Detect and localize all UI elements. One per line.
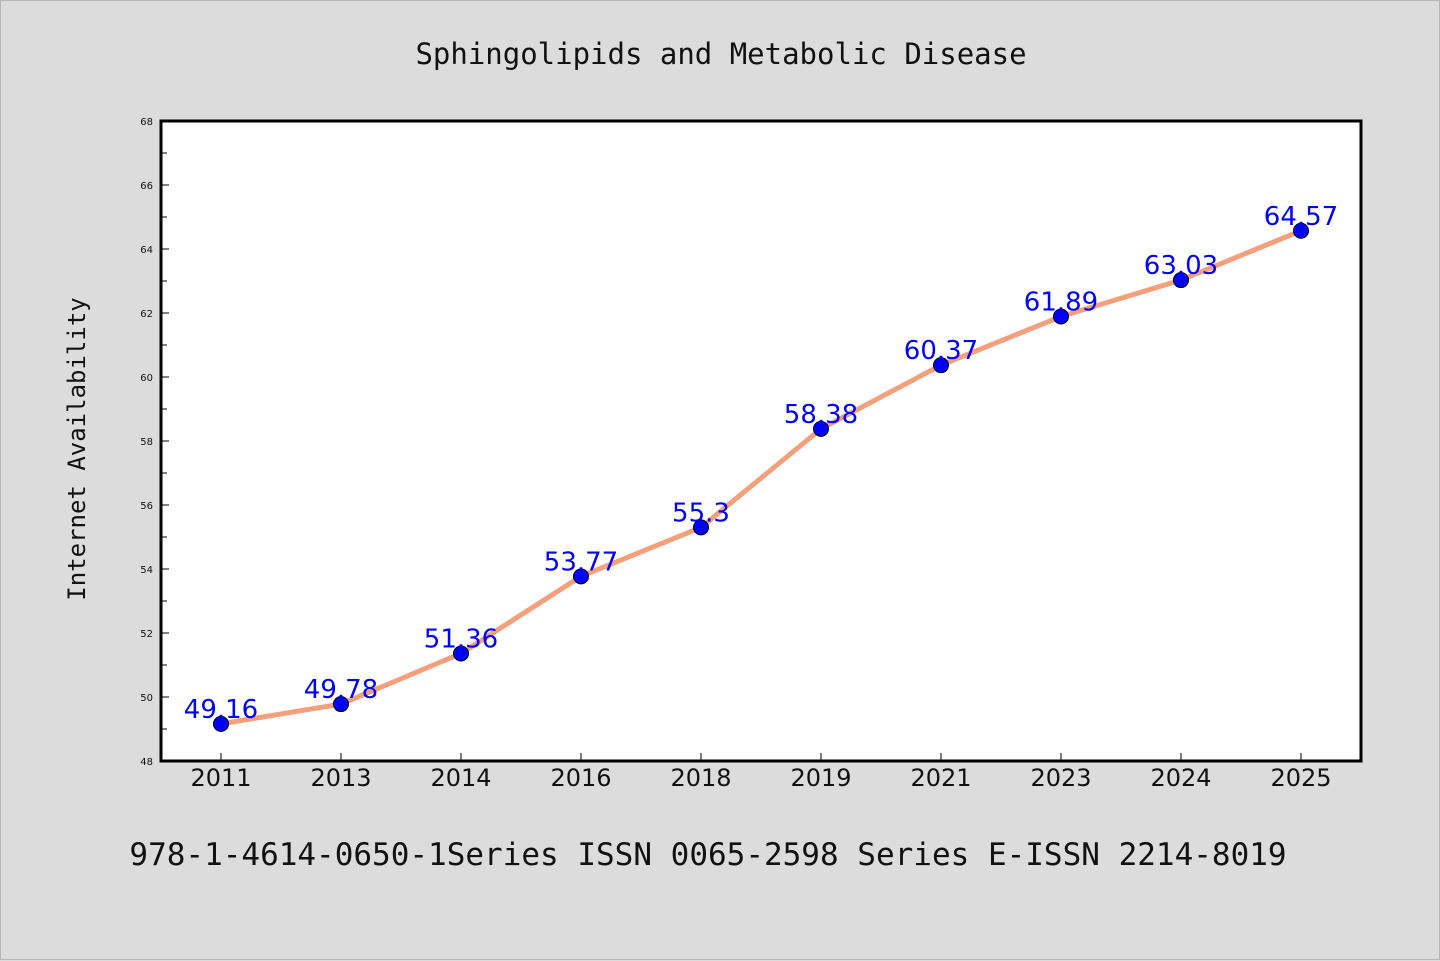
- data-label: 58.38: [784, 400, 858, 430]
- x-tick-label: 2021: [910, 764, 971, 792]
- chart-title: Sphingolipids and Metabolic Disease: [415, 37, 1026, 71]
- x-tick-label: 2019: [790, 764, 851, 792]
- footer-isbn-issn: 978-1-4614-0650-1Series ISSN 0065-2598 S…: [129, 837, 1286, 873]
- data-point: [933, 357, 949, 374]
- data-label: 55.3: [672, 498, 730, 528]
- x-tick-label: 2023: [1030, 764, 1091, 792]
- x-tick-label: 2024: [1150, 764, 1211, 792]
- plot-area: [159, 119, 1363, 763]
- data-point: [813, 420, 829, 437]
- y-tick-label: 66: [140, 181, 153, 192]
- y-tick-label: 68: [140, 117, 153, 128]
- y-tick-label: 60: [140, 373, 153, 384]
- data-point: [1293, 222, 1309, 239]
- y-tick-label: 56: [140, 501, 153, 512]
- x-tick-label: 2014: [430, 764, 491, 792]
- data-point: [693, 519, 709, 536]
- data-point: [1173, 272, 1189, 289]
- data-label: 49.16: [184, 695, 258, 725]
- data-label: 53.77: [544, 547, 618, 577]
- data-point: [1053, 308, 1069, 325]
- data-label: 61.89: [1024, 288, 1098, 318]
- y-tick-label: 52: [140, 629, 153, 640]
- y-axis-label: Internet Availability: [63, 297, 91, 600]
- x-tick-label: 2013: [310, 764, 371, 792]
- y-tick-label: 64: [140, 245, 153, 256]
- y-tick-label: 50: [140, 693, 153, 704]
- data-label: 51.36: [424, 624, 498, 654]
- data-label: 49.78: [304, 675, 378, 705]
- x-tick-label: 2018: [670, 764, 731, 792]
- x-tick-label: 2025: [1270, 764, 1331, 792]
- x-tick-label: 2016: [550, 764, 611, 792]
- series-layer: 49.16 49.78 51.36 53.77 55.3 58.38 60.37 61.89 6…: [184, 202, 1338, 732]
- y-tick-label: 48: [140, 757, 153, 768]
- y-tick-label: 58: [140, 437, 153, 448]
- y-tick-label: 54: [140, 565, 153, 576]
- y-tick-label: 62: [140, 309, 153, 320]
- y-axis-ticks: 48 50 52 54 56 58 60 62 64 66 68: [140, 117, 169, 768]
- data-label: 60.37: [904, 336, 978, 366]
- data-point: [573, 568, 589, 585]
- data-point: [213, 715, 229, 732]
- data-point: [333, 696, 349, 713]
- x-axis-ticks: 2011 2013 2014 2016 2018 2019 2021 2023 2024 2025: [190, 753, 1332, 792]
- series-line: [218, 228, 1304, 727]
- data-label: 63.03: [1144, 251, 1218, 281]
- data-point: [453, 645, 469, 662]
- data-label: 64.57: [1264, 202, 1338, 232]
- x-tick-label: 2011: [190, 764, 251, 792]
